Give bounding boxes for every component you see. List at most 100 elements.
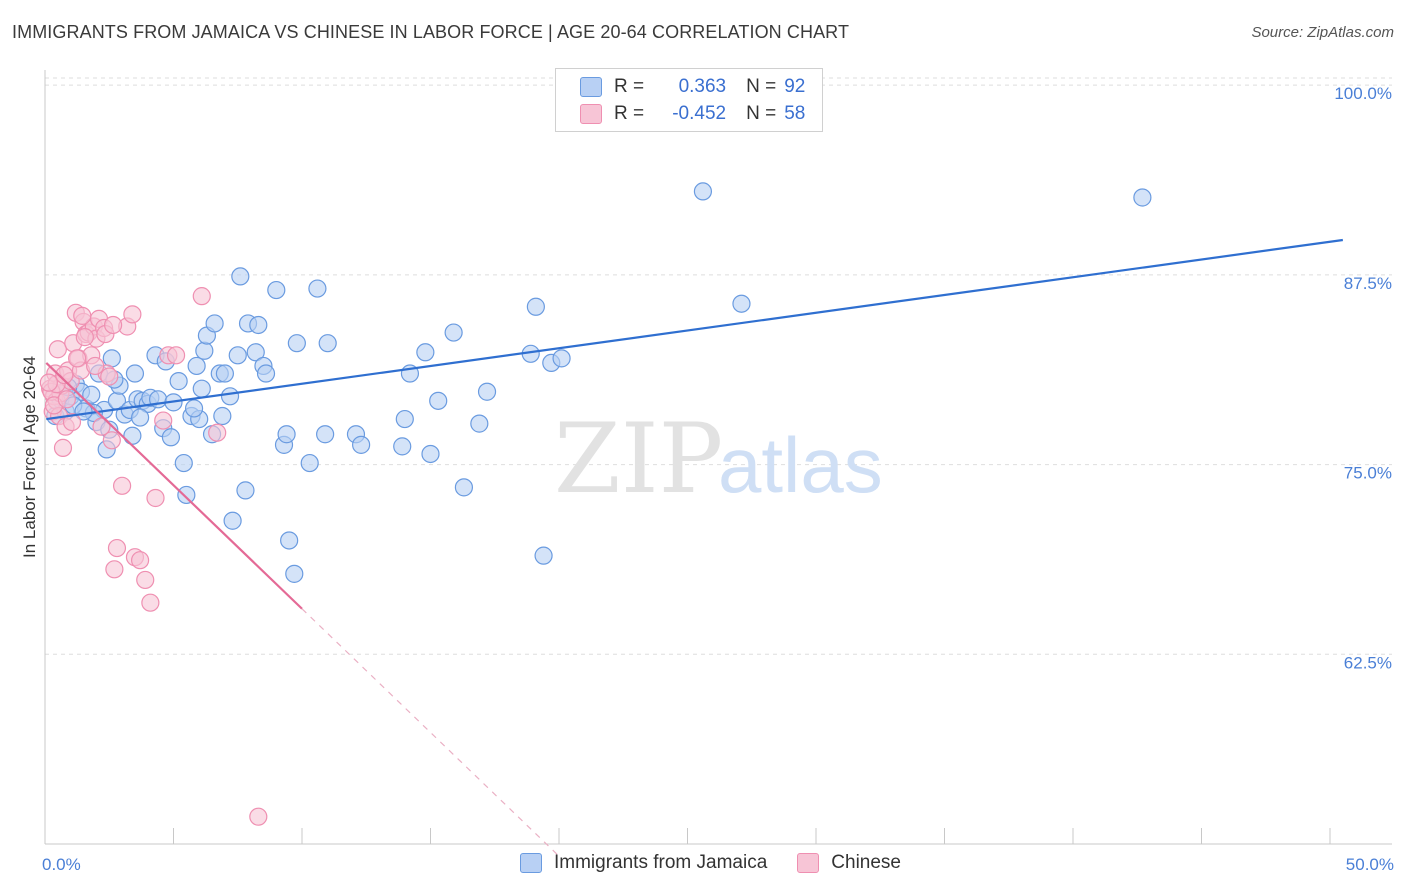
chinese-point (55, 365, 74, 385)
chinese-point (57, 390, 76, 409)
jamaica-point (416, 343, 435, 362)
jamaica-point (526, 297, 545, 316)
jamaica-point (285, 564, 304, 583)
jamaica-point (228, 346, 247, 365)
stats-legend: R = 0.363 N = 92 R = -0.452 N = 58 (555, 68, 823, 132)
jamaica-point (256, 364, 276, 383)
legend-n-label: N = (746, 103, 777, 124)
y-tick-label: 62.5% (1344, 653, 1392, 672)
chinese-point (92, 417, 111, 436)
watermark: ZIP atlas (554, 403, 883, 515)
jamaica-point (287, 334, 306, 353)
legend-n-value: 92 (784, 76, 806, 97)
jamaica-point (177, 485, 196, 505)
legend-r-value: 0.363 (678, 76, 727, 97)
jamaica-point (231, 267, 250, 286)
jamaica-point (454, 478, 474, 497)
legend-swatch-chinese (580, 104, 602, 124)
jamaica-point (421, 444, 440, 464)
jamaica-point (161, 428, 181, 447)
chinese-point (146, 488, 165, 508)
legend-r-value: -0.452 (672, 103, 727, 124)
jamaica-point (192, 379, 211, 398)
chinese-point (102, 431, 121, 450)
axis-labels: 100.0% 87.5% 75.0% 62.5% 0.0% 50.0% In Labor F… (20, 84, 1394, 874)
jamaica-point (470, 414, 489, 433)
jamaica-point (308, 279, 327, 298)
jamaica-trend-line (46, 238, 1344, 421)
legend-swatch-jamaica (580, 77, 602, 97)
chinese-point (112, 476, 132, 495)
jamaica-point (246, 343, 265, 362)
legend-label-jamaica: Immigrants from Jamaica (554, 852, 768, 873)
jamaica-point (123, 426, 142, 445)
chinese-point (68, 349, 87, 368)
jamaica-point (534, 546, 553, 565)
jamaica-point (395, 409, 414, 429)
series-legend: Immigrants from Jamaica Chinese (520, 852, 931, 874)
jamaica-point (429, 391, 448, 410)
y-tick-label: 75.0% (1344, 464, 1392, 483)
watermark-atlas: atlas (718, 421, 883, 509)
jamaica-point (352, 435, 371, 454)
jamaica-point (74, 402, 93, 421)
y-tick-label: 87.5% (1344, 274, 1392, 293)
trend-lines (45, 238, 1344, 857)
chinese-point (73, 306, 92, 325)
jamaica-point (1133, 188, 1152, 207)
jamaica-point (249, 315, 268, 335)
jamaica-point (213, 406, 232, 426)
chinese-point (75, 328, 94, 347)
scatter-points (39, 73, 1152, 826)
jamaica-point (267, 280, 286, 300)
chinese-point (86, 356, 105, 376)
jamaica-point (280, 531, 299, 550)
grid-lines (45, 77, 1392, 655)
jamaica-point (552, 349, 571, 368)
jamaica-point (277, 425, 296, 444)
jamaica-point (318, 334, 337, 353)
chinese-point (105, 560, 124, 579)
jamaica-point (300, 453, 319, 473)
y-tick-label: 100.0% (1334, 84, 1392, 103)
chinese-point (130, 551, 150, 570)
jamaica-point (223, 511, 242, 530)
jamaica-point (205, 314, 224, 333)
jamaica-point (195, 341, 214, 360)
legend-item-jamaica[interactable]: Immigrants from Jamaica (520, 852, 767, 874)
jamaica-point (444, 323, 463, 342)
jamaica-point (477, 382, 497, 401)
legend-r-label: R = (614, 76, 645, 97)
chinese-point (48, 340, 67, 359)
chinese-point (107, 538, 127, 558)
jamaica-point (316, 425, 335, 444)
jamaica-point (215, 364, 234, 383)
x-tick-label: 0.0% (42, 855, 81, 874)
jamaica-point (130, 408, 150, 427)
chinese-point (62, 412, 82, 432)
chinese-trend-extension (301, 608, 560, 857)
chinese-point (208, 423, 227, 442)
jamaica-point (174, 453, 193, 473)
chinese-point (123, 305, 142, 324)
legend-swatch-chinese (797, 853, 820, 873)
jamaica-point (169, 372, 188, 391)
jamaica-point (393, 437, 412, 456)
legend-n-label: N = (746, 76, 777, 97)
chinese-point (104, 315, 123, 335)
legend-swatch-jamaica (520, 853, 542, 873)
y-axis-label: In Labor Force | Age 20-64 (20, 356, 39, 558)
chart-title: IMMIGRANTS FROM JAMAICA VS CHINESE IN LA… (12, 22, 850, 42)
chinese-point (154, 411, 173, 430)
legend-item-chinese[interactable]: Chinese (797, 852, 901, 874)
jamaica-point (236, 481, 255, 500)
legend-row-chinese: R = -0.452 N = 58 (580, 102, 805, 126)
jamaica-point (732, 294, 751, 313)
axes (44, 70, 1392, 845)
watermark-zip: ZIP (554, 403, 723, 515)
legend-n-value: 58 (784, 103, 806, 124)
legend-row-jamaica: R = 0.363 N = 92 (580, 75, 805, 99)
source-label: Source: ZipAtlas.com (1251, 24, 1394, 41)
jamaica-point (693, 182, 713, 201)
